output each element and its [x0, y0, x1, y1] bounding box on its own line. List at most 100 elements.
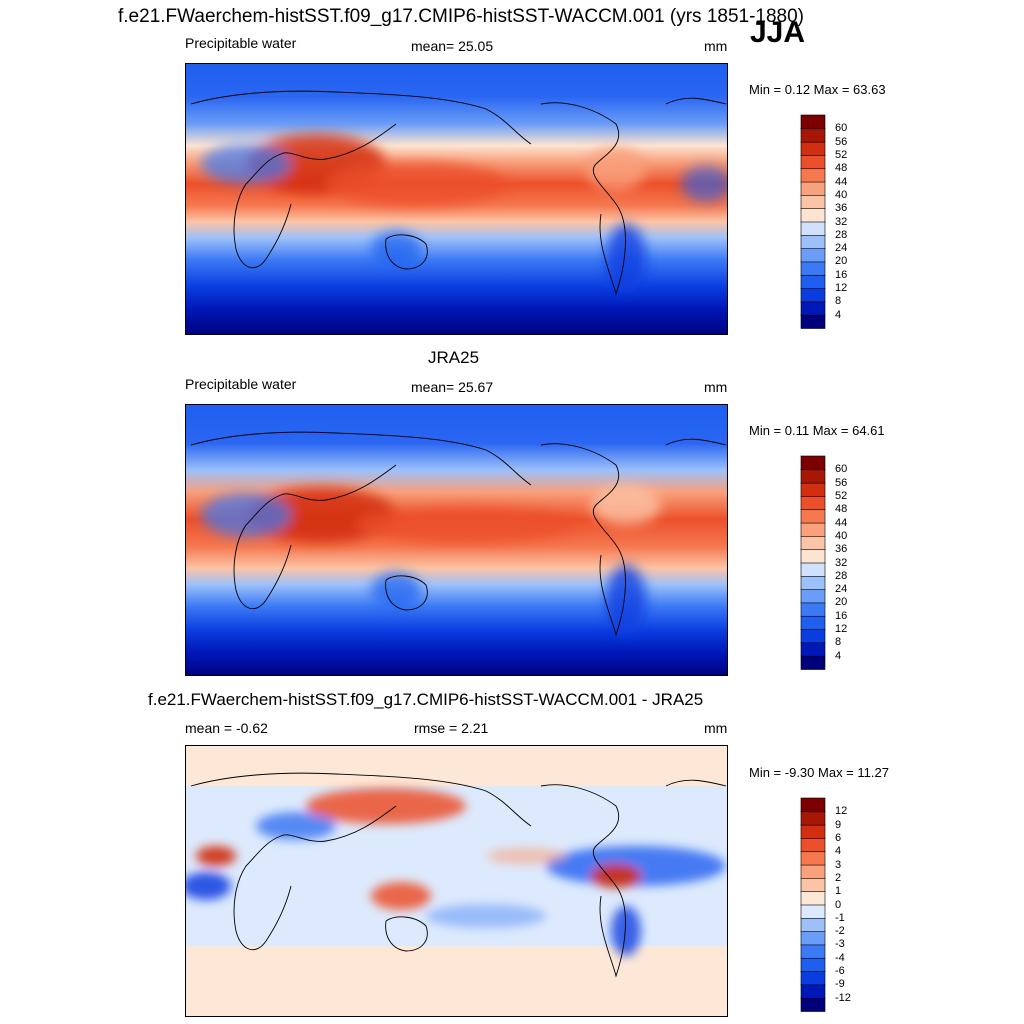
- colorbar: [800, 797, 826, 1012]
- colorbar-tick-label: -2: [835, 925, 845, 938]
- colorbar-swatch: [800, 642, 826, 657]
- colorbar-tick-label: -3: [835, 938, 845, 951]
- colorbar-tick-label: 56: [835, 476, 848, 489]
- colorbar-swatch: [800, 970, 826, 986]
- colorbar-swatch: [800, 141, 826, 156]
- colorbar-swatch: [800, 655, 826, 670]
- colorbar-swatch: [800, 287, 826, 303]
- colorbar-swatch: [800, 495, 826, 511]
- colorbar-swatch: [800, 314, 826, 329]
- colorbar-tick-label: -1: [835, 911, 845, 924]
- difference-map: [185, 745, 728, 1017]
- season-label: JJA: [750, 16, 806, 49]
- colorbar-tick-label: 28: [835, 228, 848, 241]
- colorbar-tick-label: 20: [835, 255, 848, 268]
- colorbar-swatch: [800, 797, 826, 813]
- colorbar-tick-label: 12: [835, 282, 848, 295]
- panel-minmax-label: Min = 0.11 Max = 64.61: [749, 423, 885, 438]
- colorbar-tick-label: 3: [835, 858, 842, 871]
- colorbar-tick-label: 8: [835, 636, 842, 649]
- colorbar-swatch: [800, 602, 826, 617]
- colorbar-tick-label: 44: [835, 175, 848, 188]
- panel-variable-label: Precipitable water: [185, 35, 297, 51]
- colorbar-tick-label: 44: [835, 516, 848, 529]
- colorbar-swatches: [800, 455, 826, 670]
- colorbar-swatch: [800, 301, 826, 316]
- colorbar-tick-label: 4: [835, 649, 842, 662]
- panel-mean-label: mean= 25.67: [411, 379, 494, 395]
- colorbar-swatch: [800, 811, 826, 826]
- colorbar-swatch: [800, 455, 826, 471]
- coastlines: [190, 772, 727, 978]
- colorbar-swatch: [800, 207, 826, 223]
- map-field: [186, 405, 727, 675]
- colorbar-swatch: [800, 482, 826, 497]
- figure-title: f.e21.FWaerchem-histSST.f09_g17.CMIP6-hi…: [118, 6, 805, 27]
- colorbar-tick-label: 60: [835, 122, 848, 135]
- colorbar-tick-label: 28: [835, 569, 848, 582]
- colorbar-tick-label: -9: [835, 978, 845, 991]
- panel-variable-label: Precipitable water: [185, 376, 297, 392]
- colorbar-tick-label: 24: [835, 583, 848, 596]
- panel-units-label: mm: [704, 379, 728, 395]
- colorbar-swatch: [800, 154, 826, 170]
- colorbar-swatch: [800, 234, 826, 249]
- colorbar-tick-label: 20: [835, 596, 848, 609]
- colorbar-tick-label: 0: [835, 898, 842, 911]
- colorbar-tick-label: 12: [835, 805, 848, 818]
- colorbar-swatches: [800, 114, 826, 329]
- colorbar-swatch: [800, 628, 826, 644]
- colorbar-tick-label: 1: [835, 885, 842, 898]
- colorbar-tick-label: -6: [835, 965, 845, 978]
- colorbar-swatches: [800, 797, 826, 1012]
- colorbar-swatch: [800, 917, 826, 932]
- colorbar-tick-label: 32: [835, 215, 848, 228]
- colorbar-swatch: [800, 904, 826, 919]
- coastlines: [190, 90, 727, 296]
- colorbar-tick-label: 2: [835, 871, 842, 884]
- colorbar-tick-label: 16: [835, 609, 848, 622]
- colorbar-tick-label: 6: [835, 831, 842, 844]
- colorbar-tick-label: 32: [835, 556, 848, 569]
- colorbar: [800, 455, 826, 670]
- colorbar-tick-label: 16: [835, 268, 848, 281]
- colorbar-tick-label: 48: [835, 503, 848, 516]
- panel-mean-label: mean= 25.05: [411, 38, 494, 54]
- colorbar-swatch: [800, 181, 826, 196]
- colorbar-swatch: [800, 615, 826, 630]
- precipitable-water-map: [185, 404, 728, 676]
- panel-mean-label: mean = -0.62: [185, 720, 268, 736]
- colorbar-swatch: [800, 562, 826, 577]
- colorbar-swatch: [800, 890, 826, 906]
- colorbar-tick-label: 40: [835, 188, 848, 201]
- colorbar-tick-label: 12: [835, 623, 848, 636]
- colorbar-swatch: [800, 247, 826, 263]
- colorbar-swatch: [800, 194, 826, 209]
- colorbar-tick-label: -12: [835, 991, 851, 1004]
- colorbar-swatch: [800, 877, 826, 892]
- coastlines: [190, 431, 727, 637]
- colorbar: [800, 114, 826, 329]
- colorbar-swatch: [800, 588, 826, 604]
- panel-units-label: mm: [704, 38, 728, 54]
- colorbar-swatch: [800, 997, 826, 1012]
- panel-minmax-label: Min = -9.30 Max = 11.27: [749, 765, 889, 780]
- colorbar-swatch: [800, 508, 826, 524]
- panel-minmax-label: Min = 0.12 Max = 63.63: [749, 82, 886, 97]
- colorbar-swatch: [800, 274, 826, 289]
- colorbar-tick-label: 24: [835, 242, 848, 255]
- colorbar-swatch: [800, 469, 826, 484]
- panel-title: f.e21.FWaerchem-histSST.f09_g17.CMIP6-hi…: [148, 690, 704, 709]
- colorbar-tick-label: 52: [835, 148, 848, 161]
- colorbar-tick-label: 60: [835, 463, 848, 476]
- colorbar-tick-label: 40: [835, 529, 848, 542]
- colorbar-tick-label: 9: [835, 818, 842, 831]
- colorbar-swatch: [800, 864, 826, 879]
- colorbar-tick-label: 4: [835, 845, 842, 858]
- colorbar-swatch: [800, 522, 826, 537]
- colorbar-swatch: [800, 984, 826, 999]
- colorbar-swatch: [800, 824, 826, 839]
- colorbar-swatch: [800, 261, 826, 276]
- colorbar-tick-label: 36: [835, 543, 848, 556]
- panel-rmse-label: rmse = 2.21: [414, 720, 489, 736]
